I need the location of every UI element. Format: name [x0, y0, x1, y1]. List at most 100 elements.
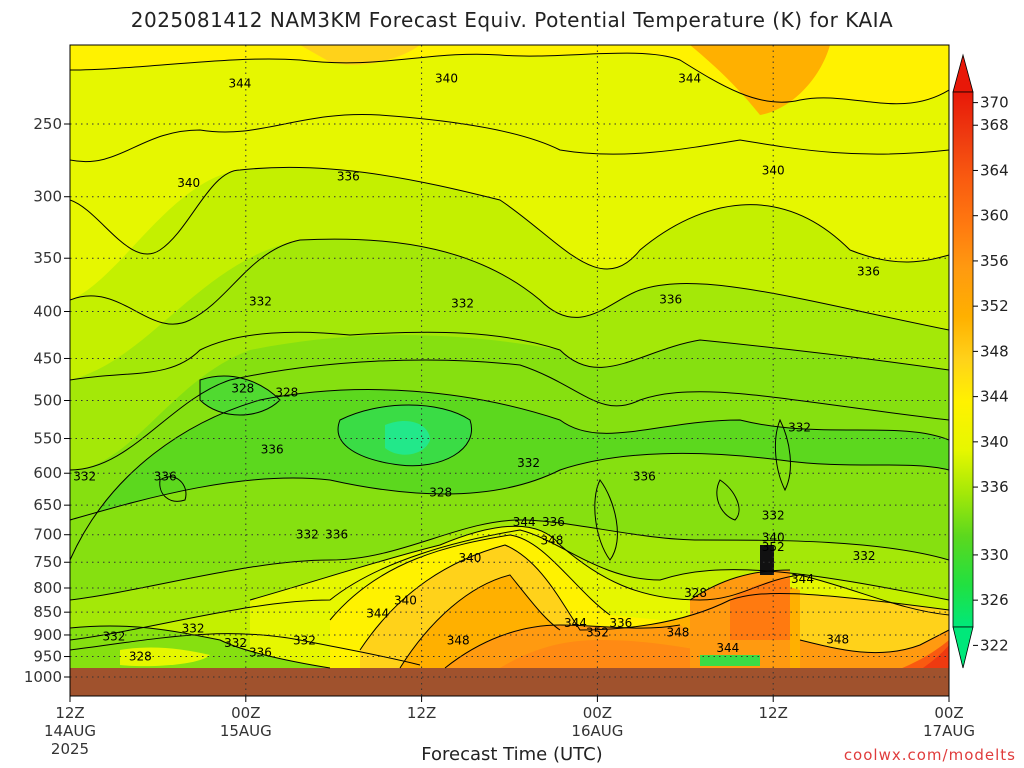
colorbar-bottom-arrow	[952, 626, 974, 669]
y-tick-label: 450	[33, 349, 62, 367]
contour-label: 332	[296, 528, 319, 542]
colorbar-label: 364	[980, 161, 1009, 179]
contour-label: 352	[762, 540, 785, 554]
contour-label: 332	[762, 508, 785, 522]
contour-label: 332	[224, 636, 247, 650]
y-tick-label: 400	[33, 302, 62, 320]
contour-label: 344	[791, 572, 814, 586]
contour-label: 348	[667, 626, 690, 640]
colorbar-ramp	[952, 91, 974, 628]
contour-label: 344	[716, 641, 739, 655]
contour-label: 336	[609, 616, 632, 630]
y-tick-label: 600	[33, 464, 62, 482]
x-tick-label: 14AUG	[44, 722, 96, 740]
contour-label: 328	[275, 385, 298, 399]
contour-label: 340	[458, 551, 481, 565]
contour-label: 336	[249, 645, 272, 659]
colorbar-label: 336	[980, 478, 1009, 496]
contour-label: 344	[513, 515, 536, 529]
y-axis: 250 300 350 400 450 500 550 600 650 700 750 800 850 9…	[24, 115, 70, 686]
colorbar-label: 360	[980, 207, 1009, 225]
x-axis-label: Forecast Time (UTC)	[421, 744, 603, 765]
colorbar-label: 322	[980, 636, 1009, 654]
contour-label: 328	[129, 650, 152, 664]
contour-label: 328	[684, 586, 707, 600]
contour-label: 332	[293, 633, 316, 647]
contour-label: 332	[517, 456, 540, 470]
y-tick-label: 1000	[24, 668, 62, 686]
y-tick-label: 500	[33, 392, 62, 410]
contour-lines	[70, 52, 949, 669]
contour-label: 332	[853, 549, 876, 563]
contour-label: 332	[451, 296, 474, 310]
contour-label: 344	[564, 616, 587, 630]
contour-label: 340	[762, 164, 785, 178]
x-tick-label: 00Z	[231, 704, 260, 722]
contour-label: 336	[261, 442, 284, 456]
contour-label: 332	[788, 420, 811, 434]
colorbar-label: 348	[980, 342, 1009, 360]
contour-label: 332	[182, 621, 205, 635]
x-tick-label: 16AUG	[571, 722, 623, 740]
theta-e-field	[70, 45, 949, 696]
y-tick-label: 800	[33, 579, 62, 597]
contour-label: 336	[337, 169, 360, 183]
contour-label: 340	[394, 593, 417, 607]
contour-label: 336	[857, 265, 880, 279]
contour-label: 336	[542, 515, 565, 529]
y-tick-label: 850	[33, 603, 62, 621]
y-tick-label: 300	[33, 188, 62, 206]
contour-label: 348	[826, 632, 849, 646]
x-tick-label: 2025	[51, 740, 89, 758]
contour-label: 340	[177, 176, 200, 190]
contour-label: 344	[228, 77, 251, 91]
contour-label: 352	[586, 626, 609, 640]
contour-label: 328	[429, 486, 452, 500]
colorbar-label: 326	[980, 591, 1009, 609]
colorbar-label: 370	[980, 94, 1009, 112]
x-tick-label: 15AUG	[220, 722, 272, 740]
colorbar-labels: 370 368 364 360 356 352 348 344 340 336 330 326 322	[973, 94, 1009, 654]
grid-lines	[69, 45, 950, 696]
y-tick-label: 900	[33, 626, 62, 644]
contour-label: 344	[678, 71, 701, 85]
y-tick-label: 700	[33, 526, 62, 544]
contour-label: 332	[249, 294, 272, 308]
colorbar-label: 352	[980, 297, 1009, 315]
y-tick-label: 650	[33, 496, 62, 514]
contour-label: 336	[633, 470, 656, 484]
y-tick-label: 950	[33, 648, 62, 666]
colorbar-label: 340	[980, 433, 1009, 451]
colorbar-label: 356	[980, 252, 1009, 270]
y-tick-label: 550	[33, 430, 62, 448]
colorbar-label: 330	[980, 546, 1009, 564]
colorbar-label: 344	[980, 388, 1009, 406]
contour-label: 336	[325, 528, 348, 542]
plot-frame	[69, 44, 950, 697]
contour-label: 344	[366, 607, 389, 621]
x-tick-label: 12Z	[55, 704, 84, 722]
chart-title: 2025081412 NAM3KM Forecast Equiv. Potent…	[130, 8, 894, 32]
contour-label: 336	[154, 470, 177, 484]
credit-link[interactable]: coolwx.com/modelts	[843, 746, 1016, 764]
y-tick-label: 350	[33, 249, 62, 267]
y-tick-label: 250	[33, 115, 62, 133]
contour-label: 340	[435, 71, 458, 85]
contour-label: 340	[762, 531, 785, 545]
contour-label: 332	[102, 629, 125, 643]
contour-label: 332	[73, 470, 96, 484]
y-tick-label: 750	[33, 553, 62, 571]
contour-label: 328	[231, 381, 254, 395]
x-tick-label: 17AUG	[923, 722, 975, 740]
colorbar-top-arrow	[952, 53, 974, 93]
x-tick-label: 00Z	[583, 704, 612, 722]
colorbar: 370 368 364 360 356 352 348 344 340 336 330 326 322	[952, 53, 1009, 669]
x-tick-label: 00Z	[934, 704, 963, 722]
x-tick-label: 12Z	[759, 704, 788, 722]
contour-label: 336	[659, 292, 682, 306]
x-tick-label: 12Z	[407, 704, 436, 722]
contour-label: 348	[447, 633, 470, 647]
